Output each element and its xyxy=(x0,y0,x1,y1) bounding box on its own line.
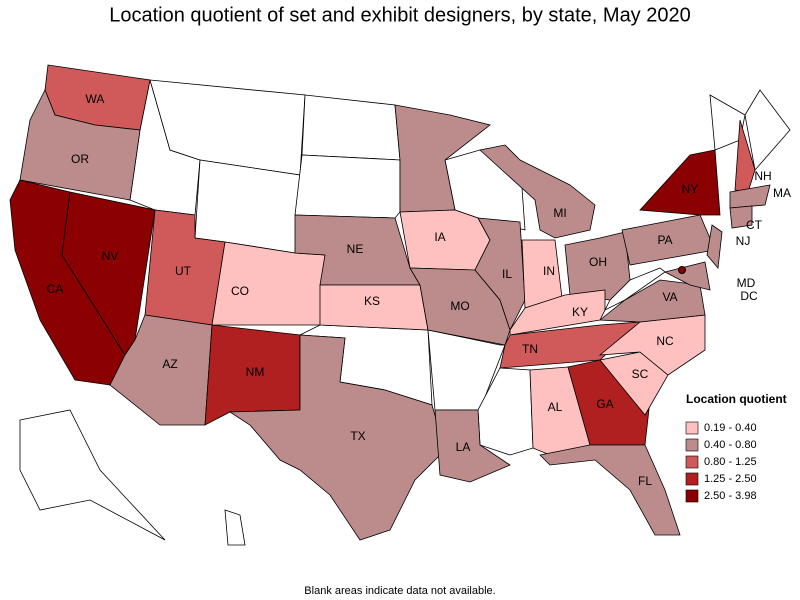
state-label: PA xyxy=(657,233,672,247)
state xyxy=(539,444,681,536)
state-label: TN xyxy=(522,342,538,356)
states: WAORCANVUTAZCONMTXNEKSMNIAMOILINOHMIKYTN… xyxy=(9,64,791,541)
state xyxy=(19,89,141,201)
state-label: MO xyxy=(450,299,469,313)
map-title: Location quotient of set and exhibit des… xyxy=(109,4,690,26)
legend-swatch xyxy=(685,489,699,503)
state xyxy=(567,359,651,446)
state-label: WA xyxy=(86,92,105,106)
legend-title: Location quotient xyxy=(686,392,787,406)
state-label: FL xyxy=(638,474,652,488)
state-label: KY xyxy=(572,305,588,319)
state-label: AZ xyxy=(162,357,177,371)
state-label: VA xyxy=(662,290,677,304)
state-label: OH xyxy=(589,255,607,269)
state-label: OR xyxy=(71,152,89,166)
state xyxy=(228,334,446,541)
state-label: DC xyxy=(740,289,758,303)
state-label: AL xyxy=(548,400,563,414)
state xyxy=(729,184,771,209)
state-label: NJ xyxy=(736,234,751,248)
state-blank xyxy=(294,154,401,219)
legend-swatch xyxy=(685,455,699,469)
legend-label: 0.19 - 0.40 xyxy=(704,422,757,434)
state-label: CA xyxy=(47,282,64,296)
legend: 0.19 - 0.40 0.40 - 0.80 0.80 - 1.25 1.25 - … xyxy=(685,421,757,503)
state-blank xyxy=(427,329,506,411)
state-label: KS xyxy=(364,294,380,308)
state xyxy=(663,261,711,291)
state-blank xyxy=(744,89,791,171)
state-blank xyxy=(301,94,401,161)
state-label: NE xyxy=(347,242,364,256)
state-label: NY xyxy=(682,182,699,196)
state xyxy=(394,104,491,213)
state-label: IN xyxy=(543,264,555,278)
state-label: UT xyxy=(175,264,192,278)
state xyxy=(479,144,596,239)
legend-swatch xyxy=(685,438,699,452)
legend-label: 1.25 - 2.50 xyxy=(704,473,757,485)
state-label: MA xyxy=(773,186,791,200)
state-label: IL xyxy=(502,267,512,281)
state xyxy=(509,289,606,336)
state-label: LA xyxy=(456,440,471,454)
state-label: CO xyxy=(231,284,249,298)
state xyxy=(706,224,723,269)
state-label: CT xyxy=(746,218,763,232)
state xyxy=(678,266,686,274)
state-blank xyxy=(19,409,166,541)
state xyxy=(639,149,721,216)
state xyxy=(434,409,511,483)
state-label: TX xyxy=(350,429,365,443)
state xyxy=(211,241,326,326)
state-label: MD xyxy=(737,276,756,290)
state-label: NM xyxy=(246,365,265,379)
legend-swatch xyxy=(685,472,699,486)
legend-label: 0.40 - 0.80 xyxy=(704,439,757,451)
state-label: NV xyxy=(102,249,119,263)
legend-label: 0.80 - 1.25 xyxy=(704,456,757,468)
state-label: IA xyxy=(434,230,445,244)
legend-label: 2.50 - 3.98 xyxy=(704,490,757,502)
state-label: SC xyxy=(632,367,649,381)
state xyxy=(729,205,753,229)
state-label: NH xyxy=(754,169,771,183)
state-label: GA xyxy=(596,397,613,411)
state-label: NC xyxy=(656,334,674,348)
state xyxy=(474,217,526,332)
state-blank xyxy=(224,509,246,546)
footnote: Blank areas indicate data not available. xyxy=(304,585,495,597)
state-label: MI xyxy=(553,206,566,220)
legend-swatch xyxy=(685,421,699,435)
state-blank xyxy=(194,159,301,254)
